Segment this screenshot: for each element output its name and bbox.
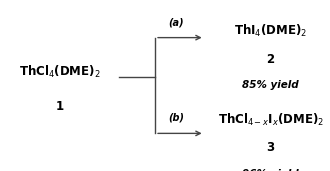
- Text: 3: 3: [267, 141, 275, 154]
- Text: 85% yield: 85% yield: [242, 81, 299, 90]
- Text: ThI$_4$(DME)$_2$: ThI$_4$(DME)$_2$: [234, 23, 307, 39]
- Text: (a): (a): [169, 17, 184, 27]
- Text: (b): (b): [169, 113, 184, 123]
- Text: ThCl$_4$(DME)$_2$: ThCl$_4$(DME)$_2$: [19, 64, 100, 80]
- Text: 96% yield: 96% yield: [242, 169, 299, 171]
- Text: 2: 2: [267, 53, 275, 66]
- Text: ThCl$_{4-x}$I$_x$(DME)$_2$: ThCl$_{4-x}$I$_x$(DME)$_2$: [217, 112, 324, 128]
- Text: 1: 1: [55, 100, 63, 113]
